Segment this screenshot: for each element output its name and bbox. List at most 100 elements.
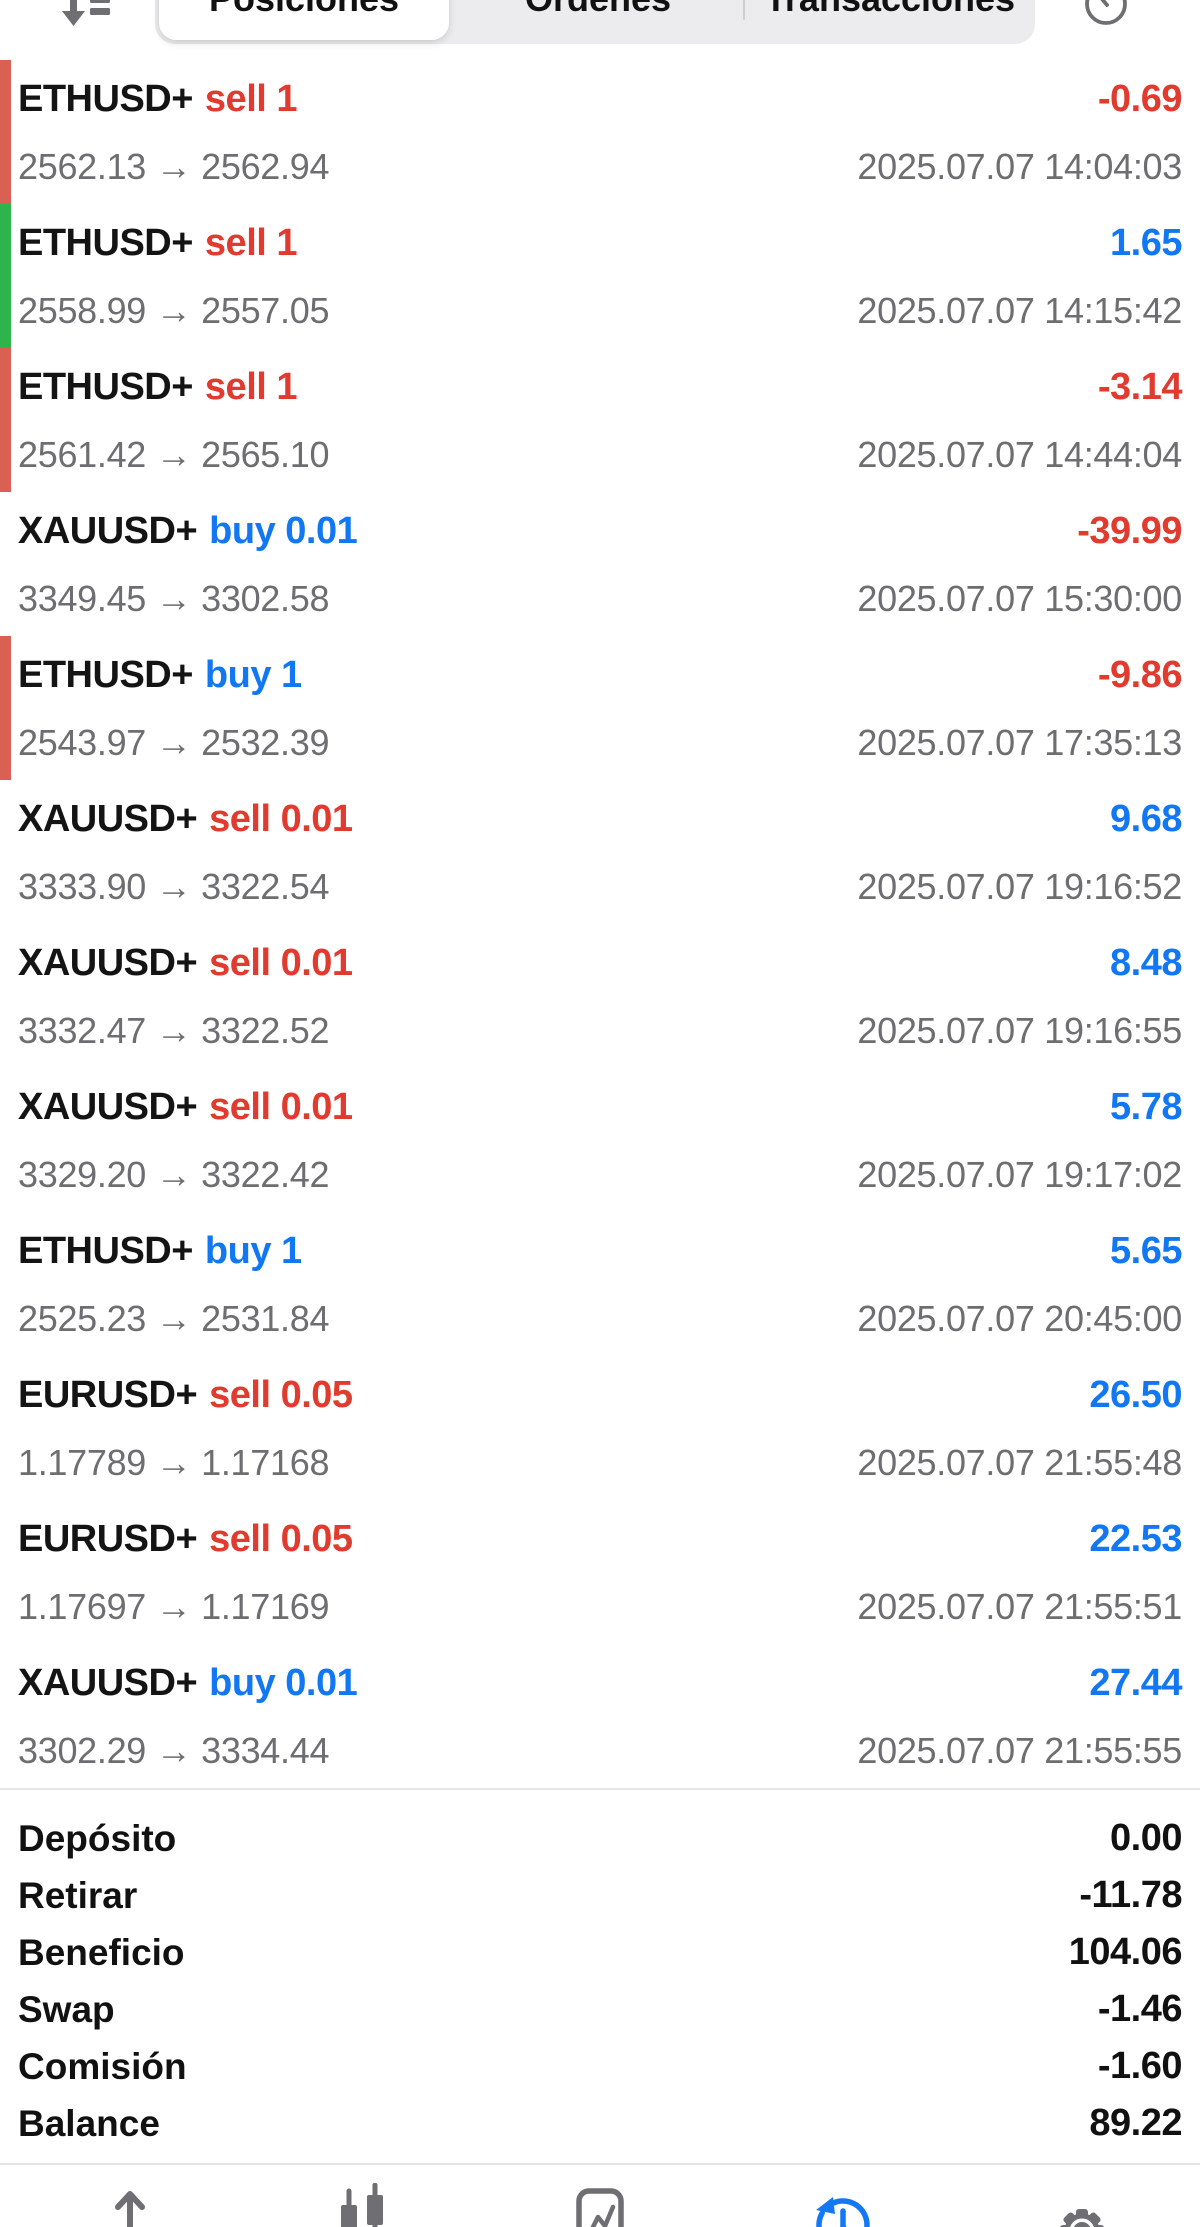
nav-trade[interactable] [480,2165,720,2227]
summary-value: -11.78 [1079,1874,1182,1916]
symbol-label: EURUSD+ [18,1518,198,1560]
summary-row: Swap -1.46 [0,1981,1200,2038]
summary-value: -1.60 [1097,2045,1183,2087]
tab-ordenes[interactable]: Órdenes [453,0,743,40]
profit-value: 27.44 [1089,1662,1182,1704]
summary-row: Depósito 0.00 [0,1810,1200,1867]
pl-stripe [0,348,11,492]
tab-label: Posiciones [209,0,399,20]
tab-label: Transacciones [765,0,1015,20]
position-row[interactable]: XAUUSD+ sell 0.01 9.68 3333.90 → 3322.54 … [0,780,1200,924]
row-bottom-line: 3333.90 → 3322.54 2025.07.07 19:16:52 [18,866,1182,908]
trade-direction: sell 1 [204,78,298,120]
symbol-label: ETHUSD+ [18,78,193,120]
symbol-label: ETHUSD+ [18,222,193,264]
quotes-icon [82,2183,158,2227]
tab-label: Órdenes [525,0,671,20]
row-title: ETHUSD+ buy 1 [18,654,302,697]
summary-value: 89.22 [1089,2102,1182,2144]
row-top-line: XAUUSD+ buy 0.01 -39.99 [18,510,1182,553]
summary-label: Swap [18,1988,115,2030]
profit-value: 22.53 [1089,1518,1182,1560]
row-top-line: XAUUSD+ sell 0.01 9.68 [18,798,1182,841]
nav-charts[interactable] [240,2165,480,2227]
row-top-line: XAUUSD+ buy 0.01 27.44 [18,1662,1182,1705]
close-time: 2025.07.07 20:45:00 [857,1298,1182,1339]
profit-value: 5.78 [1110,1086,1182,1128]
positions-list: ETHUSD+ sell 1 -0.69 2562.13 → 2562.94 20… [0,60,1200,1788]
row-title: XAUUSD+ sell 0.01 [18,942,353,985]
row-title: EURUSD+ sell 0.05 [18,1374,353,1417]
price-range: 3349.45 → 3302.58 [18,578,330,619]
profit-value: -3.14 [1097,366,1183,408]
row-title: EURUSD+ sell 0.05 [18,1518,353,1561]
trade-direction: sell 0.05 [209,1374,353,1416]
row-bottom-line: 2562.13 → 2562.94 2025.07.07 14:04:03 [18,146,1182,188]
trade-direction: buy 1 [204,1230,302,1272]
position-row[interactable]: ETHUSD+ sell 1 -0.69 2562.13 → 2562.94 20… [0,60,1200,204]
profit-value: 26.50 [1089,1374,1182,1416]
summary-value: -1.46 [1097,1988,1183,2030]
position-row[interactable]: XAUUSD+ buy 0.01 -39.99 3349.45 → 3302.58… [0,492,1200,636]
sort-button[interactable] [62,0,110,29]
position-row[interactable]: XAUUSD+ buy 0.01 27.44 3302.29 → 3334.44 … [0,1644,1200,1788]
position-row[interactable]: ETHUSD+ sell 1 -3.14 2561.42 → 2565.10 20… [0,348,1200,492]
trade-direction: sell 0.01 [209,798,353,840]
profit-value: 9.68 [1110,798,1182,840]
settings-icon [1042,2183,1118,2227]
trade-direction: buy 1 [204,654,302,696]
nav-settings[interactable] [960,2165,1200,2227]
row-title: ETHUSD+ buy 1 [18,1230,302,1273]
tab-transacciones[interactable]: Transacciones [745,0,1035,40]
position-row[interactable]: ETHUSD+ buy 1 -9.86 2543.97 → 2532.39 202… [0,636,1200,780]
clock-icon [1084,0,1128,29]
position-row[interactable]: ETHUSD+ buy 1 5.65 2525.23 → 2531.84 2025… [0,1212,1200,1356]
nav-history[interactable] [720,2165,960,2227]
row-top-line: ETHUSD+ buy 1 5.65 [18,1230,1182,1273]
position-row[interactable]: EURUSD+ sell 0.05 22.53 1.17697 → 1.17169… [0,1500,1200,1644]
period-button[interactable] [1084,0,1128,29]
account-summary: Depósito 0.00 Retirar -11.78 Beneficio 1… [0,1788,1200,2163]
history-icon [802,2183,878,2227]
row-bottom-line: 2543.97 → 2532.39 2025.07.07 17:35:13 [18,722,1182,764]
price-range: 1.17697 → 1.17169 [18,1586,330,1627]
tab-posiciones[interactable]: Posiciones [159,0,449,40]
price-range: 2562.13 → 2562.94 [18,146,330,187]
close-time: 2025.07.07 21:55:55 [857,1730,1182,1771]
summary-value: 0.00 [1110,1817,1182,1859]
position-row[interactable]: EURUSD+ sell 0.05 26.50 1.17789 → 1.17168… [0,1356,1200,1500]
position-row[interactable]: ETHUSD+ sell 1 1.65 2558.99 → 2557.05 202… [0,204,1200,348]
summary-label: Comisión [18,2045,187,2087]
trade-direction: sell 1 [204,366,298,408]
price-range: 3302.29 → 3334.44 [18,1730,330,1771]
profit-value: 5.65 [1110,1230,1182,1272]
summary-row: Balance 89.22 [0,2095,1200,2152]
price-range: 3333.90 → 3322.54 [18,866,330,907]
price-range: 2558.99 → 2557.05 [18,290,330,331]
pl-stripe [0,204,11,348]
summary-label: Balance [18,2102,160,2144]
price-range: 2525.23 → 2531.84 [18,1298,330,1339]
symbol-label: ETHUSD+ [18,654,193,696]
row-top-line: EURUSD+ sell 0.05 26.50 [18,1374,1182,1417]
pl-stripe [0,636,11,780]
position-row[interactable]: XAUUSD+ sell 0.01 5.78 3329.20 → 3322.42 … [0,1068,1200,1212]
row-title: ETHUSD+ sell 1 [18,366,298,409]
symbol-label: XAUUSD+ [18,1086,198,1128]
position-row[interactable]: XAUUSD+ sell 0.01 8.48 3332.47 → 3322.52 … [0,924,1200,1068]
row-bottom-line: 2561.42 → 2565.10 2025.07.07 14:44:04 [18,434,1182,476]
segment-divider [743,0,745,20]
summary-row: Retirar -11.78 [0,1867,1200,1924]
close-time: 2025.07.07 17:35:13 [857,722,1182,763]
row-bottom-line: 3329.20 → 3322.42 2025.07.07 19:17:02 [18,1154,1182,1196]
row-bottom-line: 1.17697 → 1.17169 2025.07.07 21:55:51 [18,1586,1182,1628]
row-top-line: EURUSD+ sell 0.05 22.53 [18,1518,1182,1561]
symbol-label: XAUUSD+ [18,1662,198,1704]
profit-value: -39.99 [1077,510,1182,552]
history-tabs: Posiciones Órdenes Transacciones [155,0,1035,44]
profit-value: 8.48 [1110,942,1182,984]
row-bottom-line: 2525.23 → 2531.84 2025.07.07 20:45:00 [18,1298,1182,1340]
profit-value: -9.86 [1097,654,1183,696]
close-time: 2025.07.07 19:17:02 [857,1154,1182,1195]
nav-quotes[interactable] [0,2165,240,2227]
